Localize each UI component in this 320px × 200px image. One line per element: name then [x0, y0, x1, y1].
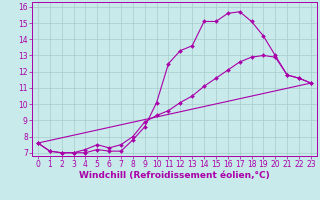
- X-axis label: Windchill (Refroidissement éolien,°C): Windchill (Refroidissement éolien,°C): [79, 171, 270, 180]
